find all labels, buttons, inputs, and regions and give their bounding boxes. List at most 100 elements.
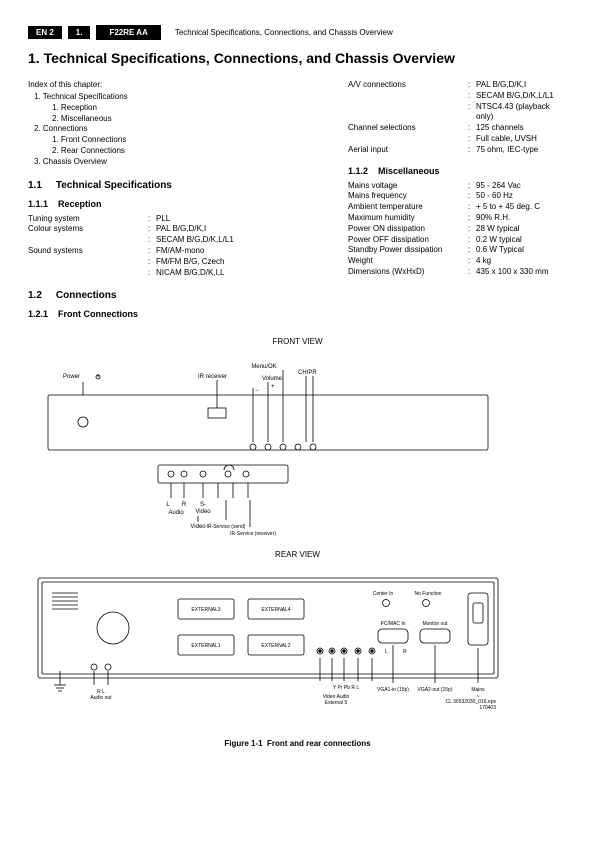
spec-label: Ambient temperature [348, 202, 468, 213]
sec-num: 1.2.1 [28, 309, 48, 319]
spec-row: :SECAM B/G,D/K,L/L1 [28, 235, 328, 246]
left-column: Index of this chapter: 1. Technical Spec… [28, 80, 328, 278]
spec-colon: : [468, 123, 476, 134]
spec-row: Dimensions (WxHxD):435 x 100 x 330 mm [348, 267, 567, 278]
right-column: A/V connections:PAL B/G,D/K,I:SECAM B/G,… [348, 80, 567, 278]
reception-table: Tuning system:PLLColour systems:PAL B/G,… [28, 214, 328, 279]
idx-item: 2. Rear Connections [52, 146, 328, 157]
sec-1-2-1: 1.2.1 Front Connections [28, 309, 567, 319]
spec-colon: : [148, 246, 156, 257]
spec-value: 95 - 264 Vac [476, 181, 567, 192]
svg-text:PC/MAC In: PC/MAC In [380, 621, 405, 627]
spec-value: FM/FM B/G, Czech [156, 257, 328, 268]
spec-label [348, 102, 468, 124]
page-title: 1. Technical Specifications, Connections… [28, 50, 567, 66]
spec-row: Power OFF dissipation:0.2 W typical [348, 235, 567, 246]
spec-colon: : [148, 257, 156, 268]
svg-text:Center In: Center In [373, 591, 394, 597]
figure-caption: Figure 1-1 Front and rear connections [28, 739, 567, 748]
header-title: Technical Specifications, Connections, a… [175, 28, 393, 37]
spec-row: Weight:4 kg [348, 256, 567, 267]
sec-name: Technical Specifications [56, 180, 172, 191]
index-list: 1. Technical Specifications 1. Reception… [34, 92, 328, 168]
spec-label [28, 268, 148, 279]
spec-row: :FM/FM B/G, Czech [28, 257, 328, 268]
sec-name: Connections [56, 290, 117, 301]
spec-colon: : [468, 91, 476, 102]
spec-row: Aerial input:75 ohm, IEC-type [348, 145, 567, 156]
spec-row: :NTSC4.43 (playback only) [348, 102, 567, 124]
svg-text:IR receiver: IR receiver [198, 374, 227, 380]
spec-colon: : [468, 145, 476, 156]
svg-text:Video: Video [190, 524, 206, 530]
rear-view-diagram: EXTERNAL3EXTERNAL4EXTERNAL1EXTERNAL2Y Pr… [28, 563, 508, 733]
badge-1: 1. [68, 26, 91, 39]
spec-value: 75 ohm, IEC-type [476, 145, 567, 156]
sec-1-1-1: 1.1.1 Reception [28, 199, 328, 209]
spec-row: Channel selections:125 channels [348, 123, 567, 134]
sec-name: Miscellaneous [378, 166, 440, 176]
svg-text:CH/PR: CH/PR [298, 370, 317, 376]
spec-label: Channel selections [348, 123, 468, 134]
spec-colon: : [148, 235, 156, 246]
svg-text:L: L [385, 649, 388, 655]
spec-colon: : [468, 134, 476, 145]
spec-colon: : [468, 267, 476, 278]
svg-text:Mains: Mains [471, 687, 485, 693]
spec-value: 50 - 60 Hz [476, 191, 567, 202]
spec-value: PAL B/G,D/K,I [156, 224, 328, 235]
spec-value: Full cable, UVSH [476, 134, 567, 145]
sec-num: 1.1 [28, 180, 42, 191]
spec-value: 125 channels [476, 123, 567, 134]
svg-text:Y Pr Pb R L: Y Pr Pb R L [333, 685, 360, 691]
spec-label: Power OFF dissipation [348, 235, 468, 246]
spec-value: SECAM B/G,D/K,L/L1 [476, 91, 567, 102]
index-title: Index of this chapter: [28, 80, 328, 89]
spec-colon: : [468, 235, 476, 246]
idx-item: 1. Reception [52, 103, 328, 114]
svg-text:L: L [166, 502, 170, 508]
idx-item: 2. Miscellaneous [52, 114, 328, 125]
svg-text:IR-Service (send): IR-Service (send) [207, 524, 246, 530]
sec-1-1: 1.1 Technical Specifications [28, 180, 328, 191]
spec-value: 435 x 100 x 330 mm [476, 267, 567, 278]
spec-value: 28 W typical [476, 224, 567, 235]
svg-text:No Function: No Function [415, 591, 442, 597]
front-view-label: FRONT VIEW [28, 337, 567, 346]
spec-label: Power ON dissipation [348, 224, 468, 235]
spec-label [348, 134, 468, 145]
spec-row: :NICAM B/G,D/K,I,L [28, 268, 328, 279]
spec-label [28, 235, 148, 246]
spec-colon: : [468, 181, 476, 192]
svg-text:S-: S- [200, 502, 206, 508]
header-badges: EN 2 1. F22RE AA Technical Specification… [28, 25, 567, 40]
svg-text:EXTERNAL3: EXTERNAL3 [191, 607, 220, 613]
spec-row: Maximum humidity:90% R.H. [348, 213, 567, 224]
spec-label: Colour systems [28, 224, 148, 235]
spec-row: Tuning system:PLL [28, 214, 328, 225]
svg-text:R: R [403, 649, 407, 655]
idx-item: 1. Front Connections [52, 135, 328, 146]
front-view-diagram: PowerIR receiverMenu/OKCH/PRVolume+−LRAu… [28, 350, 508, 540]
figure-wrapper: FRONT VIEW PowerIR receiverMenu/OKCH/PRV… [28, 337, 567, 748]
spec-row: Standby Power dissipation:0.6 W Typical [348, 245, 567, 256]
spec-value: 0.6 W Typical [476, 245, 567, 256]
spec-value: SECAM B/G,D/K,L/L1 [156, 235, 328, 246]
svg-text:VGA1-in (15p): VGA1-in (15p) [377, 687, 409, 693]
spec-value: FM/AM-mono [156, 246, 328, 257]
spec-value: PLL [156, 214, 328, 225]
spec-label: Sound systems [28, 246, 148, 257]
spec-label: Tuning system [28, 214, 148, 225]
spec-label [348, 91, 468, 102]
spec-row: :SECAM B/G,D/K,L/L1 [348, 91, 567, 102]
sec-name: Front Connections [58, 309, 138, 319]
idx-item: 3. Chassis Overview [34, 157, 328, 168]
spec-colon: : [468, 102, 476, 124]
sec-num: 1.1.2 [348, 166, 368, 176]
badge-model: F22RE AA [96, 25, 160, 40]
svg-text:EXTERNAL2: EXTERNAL2 [261, 643, 290, 649]
spec-row: A/V connections:PAL B/G,D/K,I [348, 80, 567, 91]
spec-colon: : [468, 191, 476, 202]
spec-colon: : [148, 268, 156, 279]
av-table: A/V connections:PAL B/G,D/K,I:SECAM B/G,… [348, 80, 567, 156]
